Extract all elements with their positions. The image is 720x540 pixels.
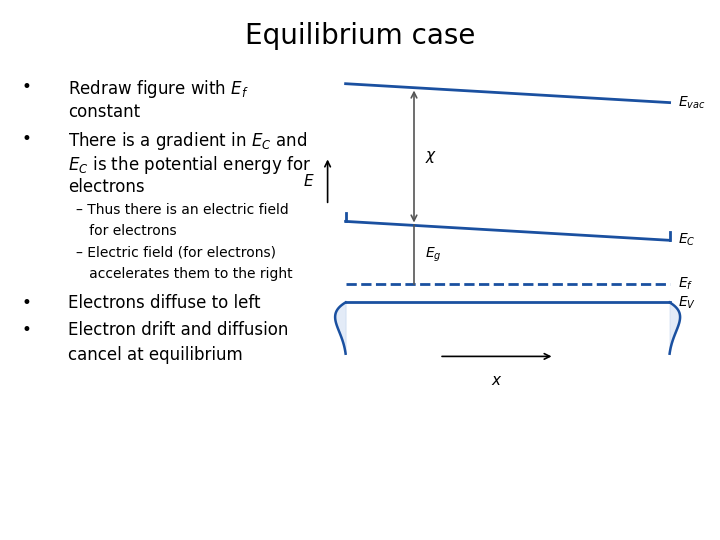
Text: $E_C$: $E_C$ xyxy=(678,232,696,248)
Text: There is a gradient in $E_C$ and: There is a gradient in $E_C$ and xyxy=(68,130,307,152)
Text: – Thus there is an electric field: – Thus there is an electric field xyxy=(76,202,288,217)
Text: Electrons diffuse to left: Electrons diffuse to left xyxy=(68,294,261,312)
Text: •: • xyxy=(22,294,32,312)
Text: Redraw figure with $E_f$: Redraw figure with $E_f$ xyxy=(68,78,249,100)
Text: $E$: $E$ xyxy=(303,173,315,189)
Text: Electron drift and diffusion: Electron drift and diffusion xyxy=(68,321,289,339)
Text: $E_f$: $E_f$ xyxy=(678,275,693,292)
Text: $E_V$: $E_V$ xyxy=(678,294,696,310)
Text: $x$: $x$ xyxy=(491,373,503,388)
Text: – Electric field (for electrons): – Electric field (for electrons) xyxy=(76,246,276,260)
Text: accelerates them to the right: accelerates them to the right xyxy=(76,267,292,281)
Text: $E_{vac}$: $E_{vac}$ xyxy=(678,94,706,111)
Text: •: • xyxy=(22,130,32,147)
Text: for electrons: for electrons xyxy=(76,224,176,238)
Text: $E_g$: $E_g$ xyxy=(425,245,441,264)
Text: $E_C$ is the potential energy for: $E_C$ is the potential energy for xyxy=(68,154,312,176)
Text: cancel at equilibrium: cancel at equilibrium xyxy=(68,346,243,363)
Text: Equilibrium case: Equilibrium case xyxy=(245,22,475,50)
Text: constant: constant xyxy=(68,103,140,120)
Text: electrons: electrons xyxy=(68,178,145,196)
Text: •: • xyxy=(22,321,32,339)
Text: $\chi$: $\chi$ xyxy=(425,148,437,165)
Text: •: • xyxy=(22,78,32,96)
